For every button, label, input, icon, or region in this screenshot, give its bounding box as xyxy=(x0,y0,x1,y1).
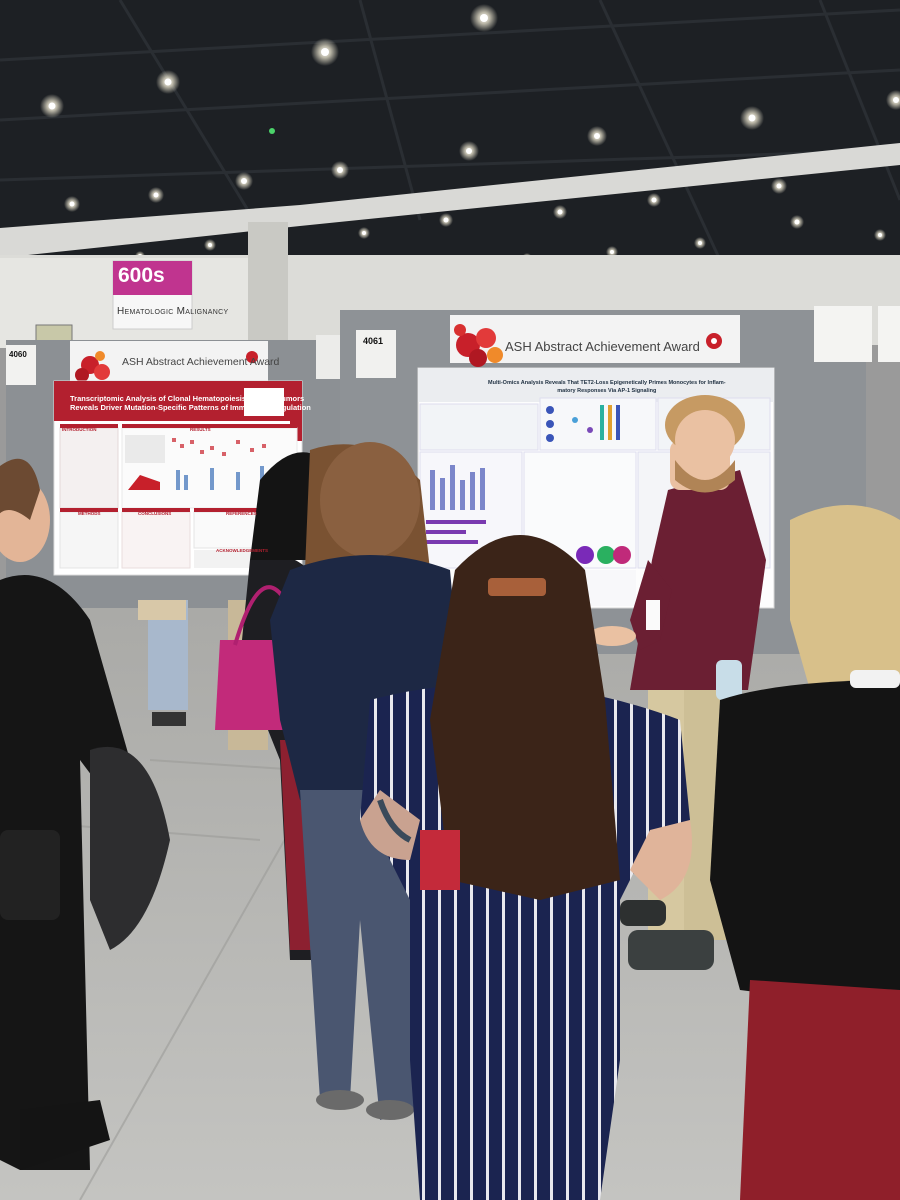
section-sign xyxy=(112,260,193,330)
poster-right-title-line2: matory Responses Via AP-1 Signaling xyxy=(557,388,657,394)
section-conclusions: CONCLUSIONS xyxy=(138,511,172,516)
poster-board-left xyxy=(6,335,340,608)
board-number-right: 4061 xyxy=(363,336,384,346)
attendee-blonde xyxy=(710,505,900,1200)
poster-right-title-line1: Multi-Omics Analysis Reveals That TET2-L… xyxy=(488,380,726,386)
poster-left-title-line2: Reveals Driver Mutation-Specific Pattern… xyxy=(70,402,311,412)
section-results: RESULTS xyxy=(190,427,211,432)
section-sign-label: Hematologic Malignancy xyxy=(117,306,229,317)
pillar xyxy=(248,222,288,342)
attendee-left xyxy=(0,458,170,1170)
award-banner-left: ASH Abstract Achievement Award xyxy=(122,356,280,368)
poster-right-title: Multi-Omics Analysis Reveals That TET2-L… xyxy=(488,379,726,395)
board-number-left: 4060 xyxy=(9,350,27,359)
section-acknowledgements: ACKNOWLEDGEMENTS xyxy=(216,548,268,553)
section-intro: INTRODUCTION xyxy=(62,427,97,432)
section-sign-code: 600s xyxy=(118,264,165,287)
section-methods: METHODS xyxy=(78,511,101,516)
ceiling-soffit xyxy=(0,143,900,258)
attendee-striped-jumpsuit xyxy=(360,535,692,1200)
ceiling-beams xyxy=(0,0,900,261)
poster-left-title-line1: Transcriptomic Analysis of Clonal Hemato… xyxy=(70,394,305,403)
award-banner-right: ASH Abstract Achievement Award xyxy=(505,339,700,354)
section-references: REFERENCES xyxy=(226,511,257,516)
right-poster-dots xyxy=(546,405,620,442)
poster-left-title: Transcriptomic Analysis of Clonal Hemato… xyxy=(70,394,311,412)
